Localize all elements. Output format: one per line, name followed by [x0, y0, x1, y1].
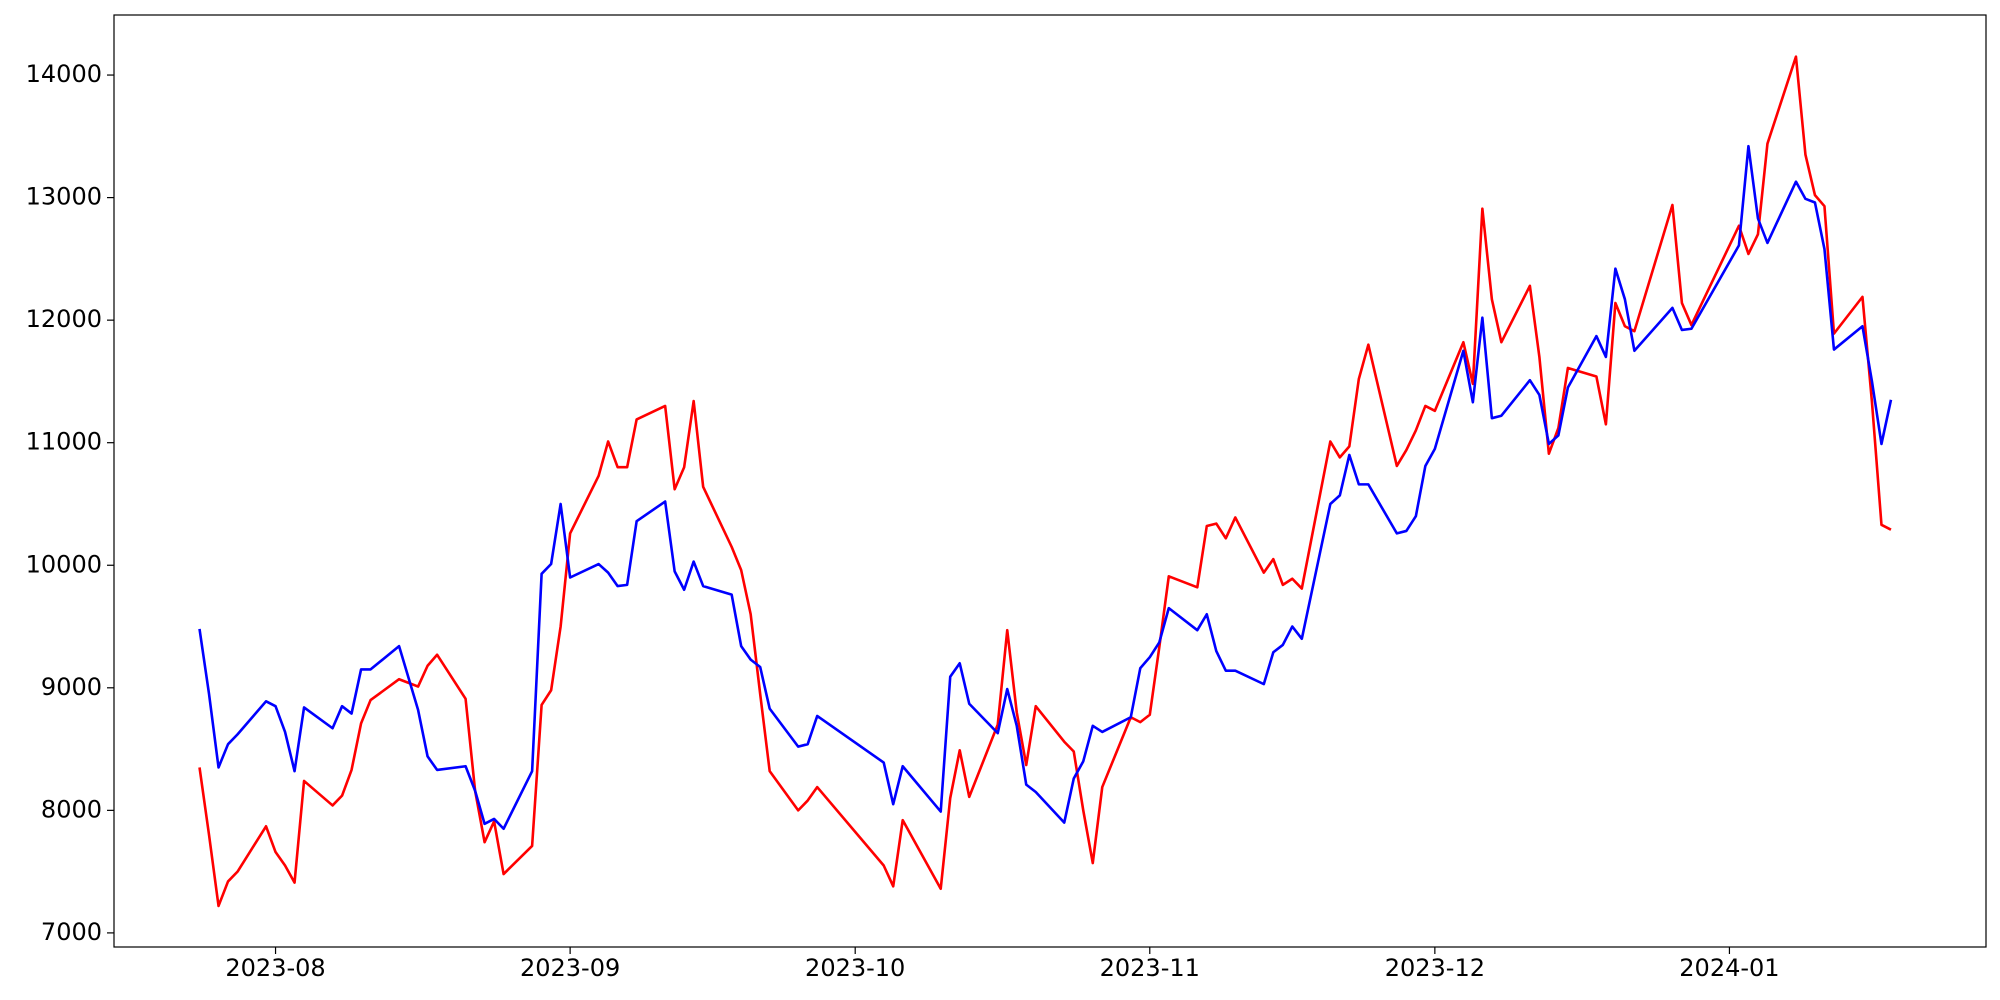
plot-frame	[113, 14, 1987, 948]
y-tick-label: 7000	[41, 918, 102, 946]
x-tick-label: 2023-09	[520, 954, 620, 982]
line-series	[198, 55, 1892, 908]
x-tick-label: 2023-10	[805, 954, 905, 982]
y-tick-label: 13000	[26, 183, 102, 211]
x-tick-label: 2024-01	[1679, 954, 1779, 982]
y-tick-label: 10000	[26, 550, 102, 578]
line-series	[198, 144, 1893, 831]
y-tick-label: 14000	[26, 60, 102, 88]
y-tick-label: 8000	[41, 795, 102, 823]
y-tick-label: 11000	[26, 428, 102, 456]
y-tick-label: 9000	[41, 673, 102, 701]
x-tick-label: 2023-12	[1385, 954, 1485, 982]
y-tick-label: 12000	[26, 305, 102, 333]
x-tick-label: 2023-11	[1100, 954, 1200, 982]
x-tick-label: 2023-08	[225, 954, 325, 982]
